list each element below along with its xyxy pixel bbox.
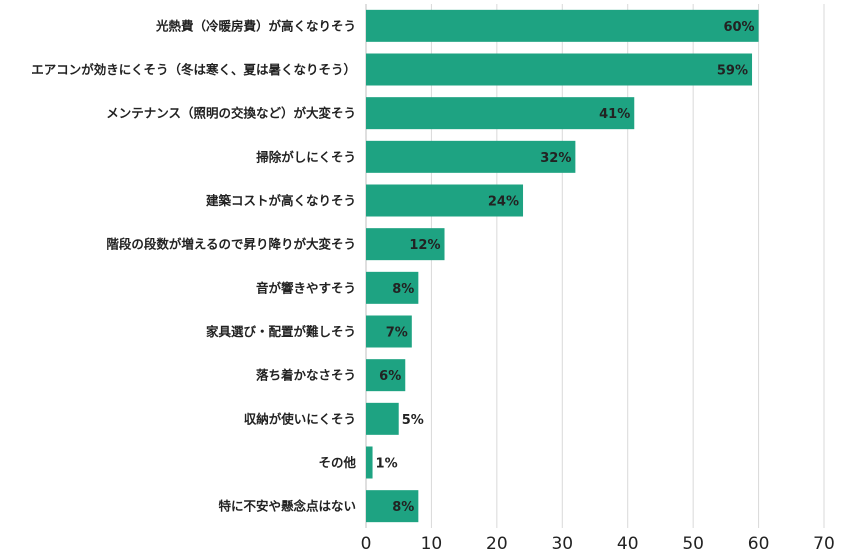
- bar: [366, 359, 406, 392]
- x-tick-label: 70: [813, 534, 835, 554]
- data-label: 59%: [717, 64, 748, 79]
- bar: [366, 228, 445, 261]
- category-label: その他: [318, 455, 356, 470]
- x-tick-label: 50: [682, 534, 704, 554]
- category-label: 収納が使いにくそう: [244, 411, 356, 426]
- data-label: 8%: [392, 282, 414, 297]
- bars: [366, 9, 759, 523]
- data-label: 12%: [409, 238, 440, 253]
- x-axis-tick-labels: 0 10 20 30 40 50 60 70: [361, 534, 835, 554]
- category-label: 掃除がしにくそう: [256, 149, 356, 164]
- category-labels: 光熱費（冷暖房費）が高くなりそうエアコンが効きにくそう（冬は寒く、夏は暑くなりそ…: [31, 18, 356, 513]
- data-label: 7%: [386, 326, 408, 341]
- data-label: 24%: [488, 195, 519, 210]
- category-label: 特に不安や懸念点はない: [218, 499, 356, 514]
- data-label: 8%: [392, 500, 414, 515]
- bar: [366, 315, 412, 348]
- bar: [366, 446, 373, 479]
- category-label: 建築コストが高くなりそう: [206, 193, 356, 208]
- category-label: メンテナンス（照明の交換など）が大変そう: [106, 106, 356, 121]
- bar: [366, 53, 753, 86]
- category-label: 光熱費（冷暖房費）が高くなりそう: [155, 18, 356, 33]
- bar: [366, 490, 419, 523]
- x-tick-label: 30: [551, 534, 573, 554]
- data-label: 6%: [379, 369, 401, 384]
- x-tick-label: 60: [748, 534, 770, 554]
- bar: [366, 271, 419, 304]
- category-label: 音が響きやすそう: [256, 280, 356, 295]
- value-labels: 60% 59% 41% 32% 24% 12% 8% 7% 6% 5% 1% 8%: [376, 20, 755, 515]
- grid-lines: [365, 4, 825, 528]
- x-tick-label: 0: [361, 534, 372, 554]
- data-label: 41%: [599, 107, 630, 122]
- bar: [366, 184, 524, 217]
- x-tick-label: 10: [421, 534, 443, 554]
- category-label: 落ち着かなさそう: [256, 368, 356, 383]
- category-label: 家具選び・配置が難しそう: [206, 324, 356, 339]
- x-tick-label: 20: [486, 534, 508, 554]
- bar: [366, 97, 635, 130]
- bar: [366, 9, 759, 42]
- data-label: 1%: [376, 457, 398, 472]
- category-label: エアコンが効きにくそう（冬は寒く、夏は暑くなりそう）: [31, 62, 356, 77]
- data-label: 32%: [540, 151, 571, 166]
- category-label: 階段の段数が増えるので昇り降りが大変そう: [106, 237, 356, 252]
- bar: [366, 402, 399, 435]
- x-tick-label: 40: [617, 534, 639, 554]
- data-label: 5%: [402, 413, 424, 428]
- bar: [366, 140, 576, 173]
- data-label: 60%: [723, 20, 754, 35]
